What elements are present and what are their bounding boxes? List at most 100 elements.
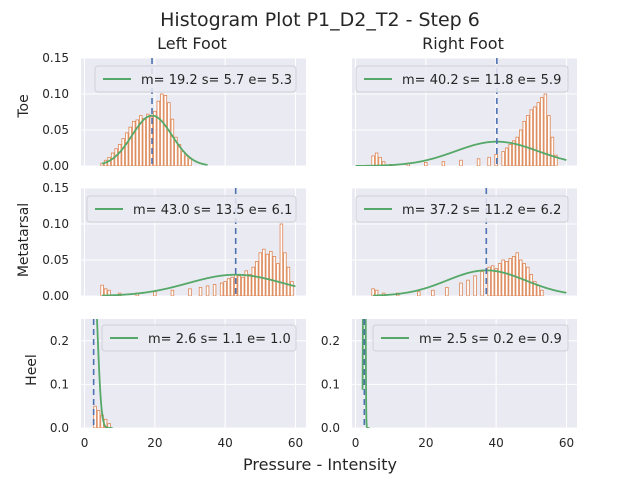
histogram-bar bbox=[431, 289, 435, 296]
legend-box bbox=[355, 65, 569, 93]
histogram-bar bbox=[508, 143, 512, 166]
legend-box bbox=[101, 324, 297, 352]
histogram-bar bbox=[272, 255, 277, 296]
legend: m= 2.5 s= 0.2 e= 0.9 bbox=[372, 324, 569, 352]
x-tick-label: 40 bbox=[218, 436, 233, 450]
histogram-bar bbox=[121, 138, 125, 166]
fitted-curve bbox=[102, 273, 296, 296]
y-tick-label: 0.00 bbox=[42, 159, 69, 173]
histogram-bar bbox=[153, 110, 157, 166]
histogram-bar bbox=[476, 158, 481, 166]
legend: m= 2.6 s= 1.1 e= 1.0 bbox=[101, 324, 297, 352]
histogram-bar bbox=[480, 271, 484, 296]
histogram-bar bbox=[508, 258, 512, 296]
histogram-bar bbox=[177, 143, 182, 166]
histogram-bar bbox=[445, 286, 449, 296]
histogram-bar bbox=[93, 405, 97, 428]
legend-box bbox=[355, 195, 569, 223]
histogram-bar bbox=[170, 289, 175, 296]
histogram-bar bbox=[205, 285, 210, 296]
x-tick-label: 0 bbox=[81, 436, 89, 450]
plot-content bbox=[92, 319, 113, 428]
histogram-bar bbox=[522, 120, 526, 166]
y-tick-label: 0.05 bbox=[42, 253, 69, 267]
histogram-bar bbox=[139, 115, 143, 166]
histogram-bar bbox=[554, 154, 558, 166]
histogram-bar bbox=[251, 266, 255, 296]
histogram-bar bbox=[504, 261, 509, 296]
histogram-bar bbox=[286, 266, 291, 296]
legend-label: m= 2.5 s= 0.2 e= 0.9 bbox=[419, 332, 562, 347]
plot-content bbox=[361, 319, 370, 428]
x-axis-label: Pressure - Intensity bbox=[243, 455, 397, 474]
legend: m= 43.0 s= 13.5 e= 6.1 bbox=[86, 195, 297, 223]
histogram-bar bbox=[241, 276, 245, 296]
y-tick-label: 0.15 bbox=[42, 51, 69, 65]
histogram-bar bbox=[515, 136, 519, 166]
histogram-bar bbox=[184, 155, 189, 166]
histogram-bar bbox=[533, 106, 537, 166]
legend-box bbox=[86, 195, 297, 223]
histogram-bar bbox=[371, 155, 375, 166]
histogram-bar bbox=[501, 151, 505, 166]
histogram-bar bbox=[237, 275, 241, 296]
histogram-bar bbox=[501, 259, 505, 296]
subplot-heel-right-foot: 0.0 0.1 0.2 0 20 40 60 m= 2.5 s= 0.2 e= 0.9 bbox=[321, 319, 577, 450]
histogram-bar bbox=[543, 93, 548, 166]
histogram-bar bbox=[160, 93, 164, 166]
histogram-bar bbox=[258, 252, 263, 296]
row-label-toe: Toe bbox=[16, 94, 32, 118]
histogram-bar bbox=[174, 136, 178, 166]
histogram-bar bbox=[212, 284, 217, 296]
subplot-metatarsal-left-foot: 0.00 0.05 0.10 0.15 m= 43.0 s= 13.5 e= 6.1 bbox=[42, 181, 306, 303]
histogram-bar bbox=[255, 261, 259, 296]
histogram-bar bbox=[487, 156, 491, 166]
subplot-toe-left-foot: 0.00 0.05 0.10 0.15 m= 19.2 s= 5.7 e= 5.3 bbox=[42, 51, 306, 173]
histogram-bar bbox=[550, 136, 555, 166]
y-tick-label: 0.2 bbox=[321, 334, 340, 348]
histogram-bar bbox=[378, 156, 382, 166]
x-tick-label: 0 bbox=[352, 436, 360, 450]
histogram-bar bbox=[198, 286, 203, 296]
legend-box bbox=[94, 65, 297, 93]
histogram-bar bbox=[283, 252, 287, 296]
plot-content bbox=[371, 188, 567, 296]
histogram-bar bbox=[515, 252, 519, 296]
histogram-bar bbox=[279, 223, 284, 296]
y-tick-label: 0.15 bbox=[42, 181, 69, 195]
figure-title: Histogram Plot P1_D2_T2 - Step 6 bbox=[160, 9, 480, 31]
histogram-bar bbox=[135, 119, 139, 166]
histogram-bar bbox=[290, 281, 294, 296]
fitted-curve bbox=[96, 319, 113, 428]
legend: m= 19.2 s= 5.7 e= 5.3 bbox=[94, 65, 297, 93]
histogram-bar bbox=[226, 278, 231, 296]
histogram-bar bbox=[512, 140, 516, 166]
histogram-bar bbox=[466, 279, 470, 296]
histogram-bar bbox=[494, 268, 498, 296]
histogram-bar bbox=[526, 115, 530, 166]
x-tick-label: 20 bbox=[147, 436, 162, 450]
histogram-bar bbox=[117, 143, 122, 166]
histogram-bar bbox=[490, 265, 495, 296]
legend-label: m= 43.0 s= 13.5 e= 6.1 bbox=[133, 203, 292, 218]
legend-label: m= 40.2 s= 11.8 e= 5.9 bbox=[402, 73, 561, 88]
histogram-bar bbox=[153, 291, 157, 296]
histogram-bar bbox=[142, 118, 146, 166]
histogram-bar bbox=[188, 158, 192, 166]
y-tick-label: 0.00 bbox=[42, 289, 69, 303]
histogram-bar bbox=[497, 263, 502, 296]
legend-label: m= 2.6 s= 1.1 e= 1.0 bbox=[148, 332, 291, 347]
histogram-bar bbox=[219, 282, 224, 296]
legend-label: m= 37.2 s= 11.2 e= 6.2 bbox=[402, 203, 561, 218]
histogram-bar bbox=[536, 102, 541, 166]
histogram-bar bbox=[188, 288, 192, 296]
y-tick-label: 0.1 bbox=[50, 377, 69, 391]
histogram-bar bbox=[107, 423, 111, 428]
histogram-bar bbox=[146, 113, 150, 166]
row-label-metatarsal: Metatarsal bbox=[16, 203, 32, 277]
histogram-bar bbox=[276, 263, 280, 296]
y-tick-label: 0.2 bbox=[50, 334, 69, 348]
histogram-bar bbox=[504, 147, 509, 166]
histogram-bar bbox=[96, 410, 101, 428]
histogram-bar bbox=[248, 273, 252, 296]
